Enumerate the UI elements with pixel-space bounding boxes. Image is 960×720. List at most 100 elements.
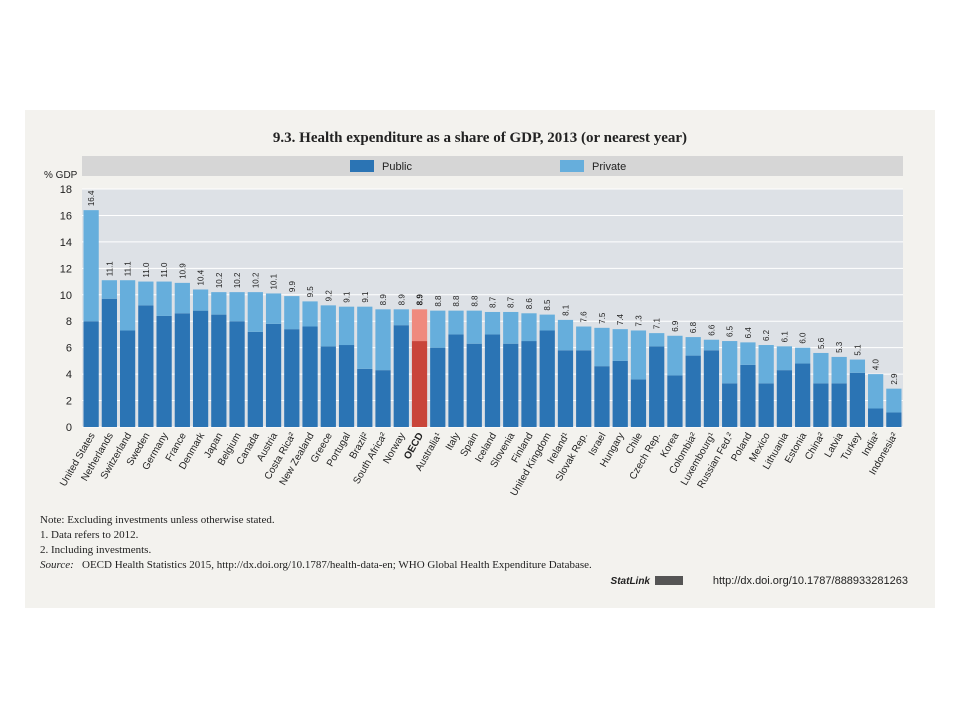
footnote: 2. Including investments. xyxy=(40,544,151,556)
bar-segment xyxy=(831,383,847,427)
bar-segment xyxy=(375,370,391,427)
data-label: 7.5 xyxy=(598,312,607,324)
bar-segment xyxy=(83,321,99,427)
bar-segment xyxy=(685,337,701,356)
bar-segment xyxy=(630,379,647,427)
bar-segment xyxy=(138,281,154,306)
bar-segment xyxy=(247,331,263,427)
data-label: 6.6 xyxy=(707,324,716,336)
bar-segment xyxy=(758,383,774,427)
bar-segment xyxy=(503,311,519,344)
data-label: 10.2 xyxy=(233,272,242,288)
bar-segment xyxy=(448,334,464,427)
data-label: 11.0 xyxy=(160,262,169,278)
data-label: 6.5 xyxy=(726,325,735,337)
legend-label: Private xyxy=(592,161,626,173)
bar-segment xyxy=(101,298,117,427)
bar-segment xyxy=(466,310,482,344)
source: OECD Health Statistics 2015, http://dx.d… xyxy=(82,559,592,571)
y-tick-label: 18 xyxy=(60,184,72,196)
data-label: 10.2 xyxy=(215,272,224,288)
bar-segment xyxy=(156,281,172,316)
bar-segment xyxy=(722,383,738,427)
legend-swatch xyxy=(350,160,374,172)
bar-segment xyxy=(119,330,136,427)
data-label: 8.8 xyxy=(452,295,461,307)
bar-segment xyxy=(357,368,373,427)
data-label: 6.0 xyxy=(799,332,808,344)
y-tick-label: 12 xyxy=(60,263,72,275)
bar-segment xyxy=(320,346,336,427)
data-label: 9.2 xyxy=(324,290,333,302)
bar-segment xyxy=(868,408,884,427)
bar-segment xyxy=(229,321,245,427)
bar-segment xyxy=(795,363,811,427)
bar-segment xyxy=(284,329,300,427)
data-label: 8.8 xyxy=(470,295,479,307)
bar-segment xyxy=(119,280,136,331)
bar-segment xyxy=(484,334,501,427)
bar-segment xyxy=(174,282,190,314)
bar-segment xyxy=(302,326,318,427)
y-tick-label: 10 xyxy=(60,290,72,302)
footnote: Note: Excluding investments unless other… xyxy=(40,514,275,526)
data-label: 8.9 xyxy=(416,294,425,306)
bar-segment xyxy=(484,311,501,335)
data-label: 10.2 xyxy=(251,272,260,288)
bar-segment xyxy=(466,343,482,427)
bar-segment xyxy=(265,323,282,427)
bar-segment xyxy=(229,292,245,322)
bar-segment xyxy=(521,313,537,342)
data-label: 2.9 xyxy=(890,373,899,385)
y-tick-label: 6 xyxy=(66,343,72,355)
bar-segment xyxy=(849,372,866,427)
data-label: 6.4 xyxy=(744,327,753,339)
bar-segment xyxy=(192,310,209,427)
bar-segment xyxy=(320,305,336,347)
bar-segment xyxy=(211,292,227,315)
data-label: 8.9 xyxy=(379,294,388,306)
bar-segment xyxy=(649,333,665,347)
data-label: 11.0 xyxy=(142,262,151,278)
bar-segment xyxy=(776,370,793,427)
bar-segment xyxy=(886,412,902,427)
statlink-label: StatLink xyxy=(611,576,651,587)
statlink-url: http://dx.doi.org/10.1787/888933281263 xyxy=(713,575,908,587)
bar-segment xyxy=(813,383,829,427)
legend-swatch xyxy=(560,160,584,172)
bar-segment xyxy=(138,305,154,427)
bar-segment xyxy=(649,346,665,427)
bar-segment xyxy=(849,359,866,373)
bar-segment xyxy=(740,364,756,427)
data-label: 7.1 xyxy=(653,317,662,329)
bar-segment xyxy=(703,339,720,351)
y-tick-label: 16 xyxy=(60,210,72,222)
data-label: 10.9 xyxy=(178,263,187,279)
data-label: 4.0 xyxy=(872,358,881,370)
y-tick-label: 0 xyxy=(66,422,72,434)
bar-segment xyxy=(776,346,793,371)
bar-segment xyxy=(375,309,391,371)
data-label: 8.6 xyxy=(525,298,534,310)
data-label: 11.1 xyxy=(124,261,133,277)
bar-segment xyxy=(411,309,428,342)
bar-segment xyxy=(576,326,592,351)
bar-segment xyxy=(211,314,227,427)
bar-segment xyxy=(302,301,318,327)
data-label: 11.1 xyxy=(105,261,114,277)
data-label: 9.9 xyxy=(288,280,297,292)
bar-segment xyxy=(192,289,209,311)
data-label: 8.9 xyxy=(397,294,406,306)
bar-segment xyxy=(393,325,409,427)
chart-title: 9.3. Health expenditure as a share of GD… xyxy=(273,130,687,146)
bar-segment xyxy=(758,345,774,384)
bar-segment xyxy=(612,360,628,427)
data-label: 8.7 xyxy=(507,296,516,308)
bar-segment xyxy=(539,314,555,331)
bar-segment xyxy=(740,342,756,365)
bar-segment xyxy=(886,388,902,413)
bar-segment xyxy=(667,335,683,376)
bar-segment xyxy=(703,350,720,427)
bar-segment xyxy=(813,352,829,384)
data-label: 16.4 xyxy=(87,190,96,206)
